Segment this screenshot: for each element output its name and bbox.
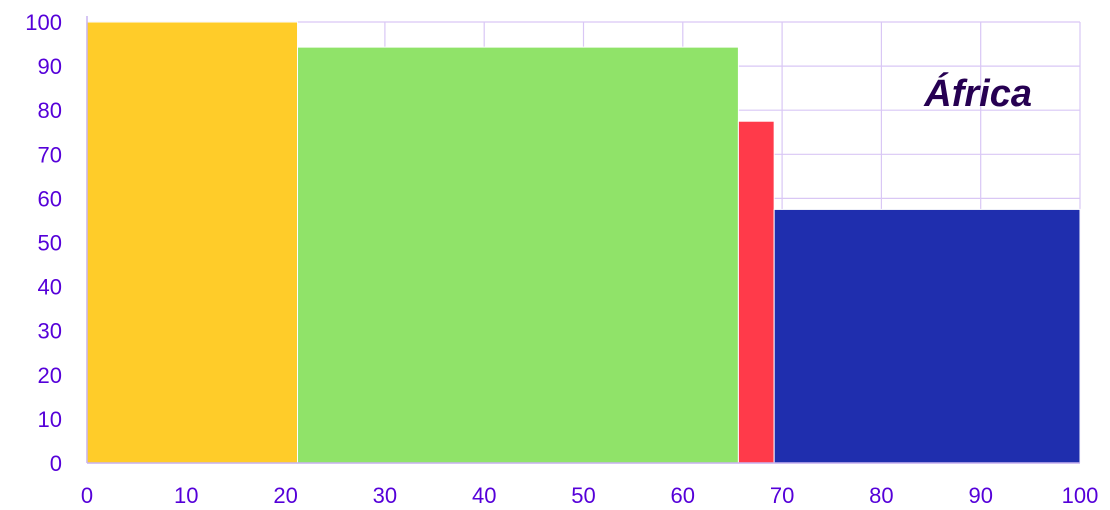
y-tick-label: 80 bbox=[38, 98, 62, 123]
bar-2 bbox=[297, 46, 739, 464]
y-tick-label: 0 bbox=[50, 451, 62, 476]
y-tick-labels: 0 10 20 30 40 50 60 70 80 90 100 bbox=[25, 10, 62, 476]
x-tick-label: 0 bbox=[81, 483, 93, 508]
bar-4 bbox=[773, 208, 1081, 464]
x-tick-label: 60 bbox=[671, 483, 695, 508]
y-tick-label: 40 bbox=[38, 275, 62, 300]
y-tick-label: 10 bbox=[38, 407, 62, 432]
x-tick-label: 50 bbox=[571, 483, 595, 508]
x-tick-label: 30 bbox=[373, 483, 397, 508]
axes bbox=[86, 16, 1080, 464]
x-tick-label: 20 bbox=[273, 483, 297, 508]
bars bbox=[86, 21, 1081, 464]
y-tick-label: 50 bbox=[38, 231, 62, 256]
x-tick-label: 100 bbox=[1062, 483, 1099, 508]
x-tick-label: 80 bbox=[869, 483, 893, 508]
y-tick-label: 30 bbox=[38, 319, 62, 344]
x-tick-labels: 0 10 20 30 40 50 60 70 80 90 100 bbox=[81, 483, 1098, 508]
x-tick-label: 70 bbox=[770, 483, 794, 508]
y-tick-label: 70 bbox=[38, 142, 62, 167]
x-tick-label: 40 bbox=[472, 483, 496, 508]
y-tick-label: 90 bbox=[38, 54, 62, 79]
y-tick-label: 20 bbox=[38, 363, 62, 388]
y-tick-label: 60 bbox=[38, 186, 62, 211]
x-tick-label: 90 bbox=[968, 483, 992, 508]
bar-1 bbox=[86, 21, 299, 464]
bar-3 bbox=[737, 120, 775, 464]
x-tick-label: 10 bbox=[174, 483, 198, 508]
chart-title: África bbox=[923, 71, 1032, 115]
y-tick-label: 100 bbox=[25, 10, 62, 35]
